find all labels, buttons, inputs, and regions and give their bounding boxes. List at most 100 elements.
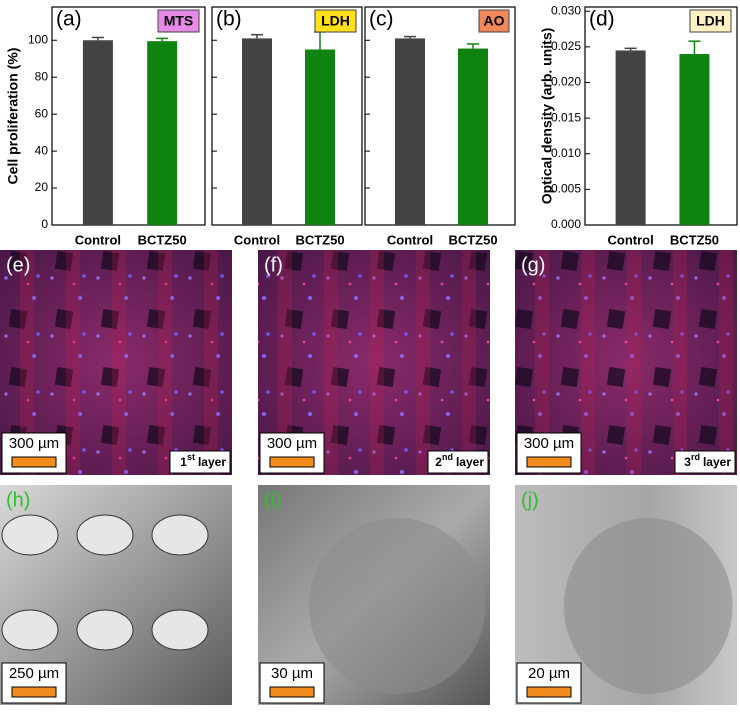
strut bbox=[324, 250, 338, 475]
plot-frame bbox=[51, 6, 206, 226]
y-tick-label: 0.015 bbox=[551, 110, 581, 124]
panel-label: (c) bbox=[369, 8, 394, 31]
bar bbox=[679, 54, 710, 225]
y-tick-label: 40 bbox=[35, 143, 49, 157]
strut bbox=[66, 250, 80, 475]
y-tick-label: 100 bbox=[28, 32, 48, 46]
strut bbox=[673, 250, 687, 475]
panel-label: (f) bbox=[264, 254, 283, 276]
y-tick-label: 0.005 bbox=[551, 182, 581, 196]
panel-label: (i) bbox=[264, 489, 282, 511]
layer-box bbox=[674, 450, 736, 474]
badge-text: LDH bbox=[696, 13, 725, 29]
bar bbox=[305, 49, 335, 226]
plot-frame bbox=[364, 6, 516, 226]
x-tick-label: BCTZ50 bbox=[448, 232, 497, 247]
layer-text: layer bbox=[703, 455, 731, 469]
surface bbox=[309, 518, 486, 694]
strut bbox=[627, 250, 641, 475]
layer-text: nd bbox=[442, 452, 453, 462]
badge bbox=[314, 9, 357, 33]
scale-bar bbox=[269, 456, 315, 468]
bar bbox=[82, 40, 113, 225]
strut bbox=[462, 250, 476, 475]
bar bbox=[615, 50, 646, 225]
panel-label: (g) bbox=[521, 254, 545, 276]
x-tick-label: BCTZ50 bbox=[138, 232, 187, 247]
bar bbox=[242, 38, 272, 225]
x-tick-label: BCTZ50 bbox=[295, 232, 344, 247]
y-tick-label: 20 bbox=[35, 180, 49, 194]
scale-text: 250 µm bbox=[9, 665, 59, 682]
plot-frame bbox=[584, 6, 738, 226]
strut bbox=[76, 609, 134, 651]
x-tick-label: Control bbox=[234, 232, 280, 247]
panel-label: (b) bbox=[216, 8, 242, 31]
panel-label: (e) bbox=[6, 254, 30, 276]
strut bbox=[20, 250, 34, 475]
strut bbox=[535, 250, 549, 475]
y-tick-label: 0.025 bbox=[551, 39, 581, 53]
strut bbox=[158, 250, 172, 475]
layer-text: st bbox=[187, 452, 195, 462]
scale-text: 300 µm bbox=[9, 435, 59, 452]
layer-box bbox=[169, 450, 231, 474]
scale-text: 30 µm bbox=[271, 665, 313, 682]
scale-bar bbox=[11, 686, 57, 698]
badge-text: LDH bbox=[321, 13, 350, 29]
y-tick-label: 0.000 bbox=[551, 217, 581, 231]
badge-text: MTS bbox=[164, 13, 194, 29]
y-tick-label: 0.020 bbox=[551, 75, 581, 89]
layer-label: 3rd layer bbox=[684, 452, 731, 469]
layer-text: 1 bbox=[180, 455, 187, 469]
panel-label: (a) bbox=[56, 8, 82, 31]
layer-label: 2nd layer bbox=[435, 452, 484, 469]
strut bbox=[1, 514, 59, 556]
layer-text: layer bbox=[456, 455, 484, 469]
x-tick-label: BCTZ50 bbox=[670, 232, 719, 247]
scale-bar bbox=[269, 686, 315, 698]
scale-text: 300 µm bbox=[524, 435, 574, 452]
badge-text: AO bbox=[484, 13, 505, 29]
strut bbox=[370, 250, 384, 475]
strut bbox=[1, 609, 59, 651]
strut bbox=[581, 250, 595, 475]
bar bbox=[147, 41, 178, 226]
y-tick-label: 60 bbox=[35, 106, 49, 120]
strut bbox=[151, 514, 209, 556]
x-tick-label: Control bbox=[75, 232, 121, 247]
y-axis-label: Cell proliferation (%) bbox=[5, 48, 21, 185]
bar bbox=[458, 48, 488, 225]
scale-bar bbox=[526, 456, 572, 468]
layer-text: 3 bbox=[684, 455, 691, 469]
panel-label: (d) bbox=[589, 8, 615, 31]
scale-text: 20 µm bbox=[528, 665, 570, 682]
strut bbox=[151, 609, 209, 651]
strut bbox=[416, 250, 430, 475]
badge bbox=[478, 9, 510, 33]
y-axis-label: Optical density (arb. units) bbox=[539, 28, 555, 205]
scale-text: 300 µm bbox=[267, 435, 317, 452]
strut bbox=[204, 250, 218, 475]
strut bbox=[278, 250, 292, 475]
y-tick-label: 80 bbox=[35, 69, 49, 83]
y-tick-label: 0.030 bbox=[551, 3, 581, 17]
panel-label: (h) bbox=[6, 489, 30, 511]
layer-text: 2 bbox=[435, 455, 442, 469]
scale-bar bbox=[526, 686, 572, 698]
layer-box bbox=[427, 450, 489, 474]
strut bbox=[719, 250, 733, 475]
panel-label: (j) bbox=[521, 489, 539, 511]
scale-bar bbox=[11, 456, 57, 468]
layer-label: 1st layer bbox=[180, 452, 226, 469]
y-tick-label: 0.010 bbox=[551, 146, 581, 160]
y-tick-label: 0 bbox=[41, 217, 48, 231]
strut bbox=[76, 514, 134, 556]
plot-frame bbox=[211, 6, 363, 226]
x-tick-label: Control bbox=[607, 232, 653, 247]
strut bbox=[112, 250, 126, 475]
bar bbox=[395, 38, 425, 225]
layer-text: layer bbox=[198, 455, 226, 469]
layer-text: rd bbox=[691, 452, 700, 462]
